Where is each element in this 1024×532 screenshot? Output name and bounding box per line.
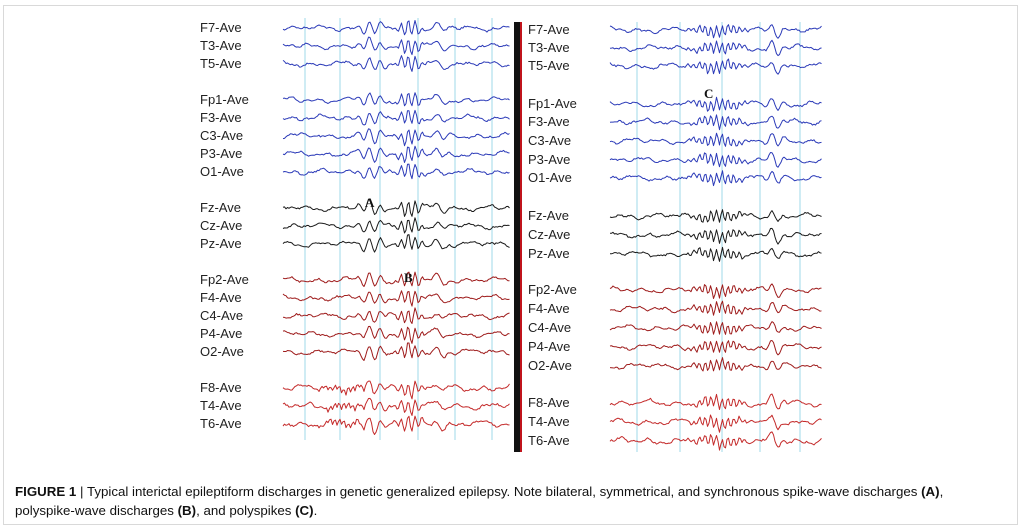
eeg-trace <box>609 227 822 245</box>
eeg-trace <box>609 357 822 372</box>
channel-label: F3-Ave <box>528 114 570 129</box>
channel-label: T5-Ave <box>528 58 570 73</box>
eeg-trace <box>609 340 822 356</box>
channel-label: O1-Ave <box>528 170 572 185</box>
eeg-trace <box>282 198 510 217</box>
caption-text-4: . <box>313 503 318 518</box>
channel-label: T5-Ave <box>200 56 242 71</box>
channel-label: P4-Ave <box>528 339 570 354</box>
channel-label: O2-Ave <box>200 344 244 359</box>
marker-c: C <box>704 86 713 101</box>
channel-label: Fz-Ave <box>200 200 241 215</box>
eeg-trace <box>609 132 822 147</box>
caption-label: FIGURE 1 <box>15 484 77 499</box>
eeg-trace <box>282 271 510 287</box>
eeg-trace <box>609 114 822 131</box>
eeg-trace <box>282 145 510 163</box>
marker-b: B <box>404 270 413 285</box>
channel-label: P3-Ave <box>528 152 570 167</box>
eeg-trace <box>282 325 510 344</box>
eeg-trace <box>282 163 510 180</box>
eeg-trace <box>282 290 510 307</box>
channel-label: Pz-Ave <box>200 236 242 251</box>
eeg-trace <box>282 20 510 36</box>
channel-label: C3-Ave <box>528 133 571 148</box>
figure-frame <box>3 5 1018 525</box>
eeg-trace <box>282 307 510 324</box>
panel-divider <box>514 22 520 452</box>
channel-label: P3-Ave <box>200 146 242 161</box>
eeg-trace <box>609 96 822 112</box>
eeg-trace <box>609 39 822 57</box>
eeg-trace <box>282 109 510 126</box>
marker-a: A <box>365 195 375 210</box>
channel-label: Fp1-Ave <box>200 92 249 107</box>
channel-label: Pz-Ave <box>528 246 570 261</box>
channel-label: F3-Ave <box>200 110 242 125</box>
eeg-trace <box>609 393 822 410</box>
eeg-trace <box>609 431 822 451</box>
channel-label: F4-Ave <box>528 301 570 316</box>
figure-caption: FIGURE 1 | Typical interictal epileptifo… <box>15 482 1005 520</box>
caption-ref-c: (C) <box>295 503 314 518</box>
channel-label: P4-Ave <box>200 326 242 341</box>
eeg-trace <box>282 397 510 416</box>
channel-label: F7-Ave <box>528 22 570 37</box>
channel-label: T6-Ave <box>528 433 570 448</box>
eeg-trace <box>609 58 822 75</box>
channel-label: Cz-Ave <box>528 227 570 242</box>
channel-label: F7-Ave <box>200 20 242 35</box>
channel-label: T4-Ave <box>200 398 242 413</box>
eeg-trace <box>609 209 822 223</box>
eeg-trace <box>609 24 822 39</box>
eeg-trace <box>282 92 510 107</box>
channel-label: O2-Ave <box>528 358 572 373</box>
channel-label: C4-Ave <box>200 308 243 323</box>
caption-text-1: Typical interictal epileptiform discharg… <box>86 484 922 499</box>
channel-label: O1-Ave <box>200 164 244 179</box>
eeg-figure: F7-Ave T3-Ave T5-Ave Fp1-Ave F3-Ave C3-Ave P3-… <box>200 18 822 452</box>
eeg-trace <box>609 300 822 316</box>
channel-label: Fz-Ave <box>528 208 569 223</box>
eeg-trace <box>609 414 822 433</box>
caption-text-3: , and polyspikes <box>196 503 296 518</box>
eeg-trace <box>282 36 510 56</box>
eeg-trace <box>282 415 510 435</box>
channel-label: C4-Ave <box>528 320 571 335</box>
caption-separator: | <box>76 484 87 499</box>
eeg-trace <box>609 283 822 299</box>
eeg-trace <box>609 170 822 187</box>
eeg-trace <box>282 128 510 147</box>
channel-label: Fp2-Ave <box>200 272 249 287</box>
eeg-trace <box>609 321 822 335</box>
panel-divider-accent <box>520 22 522 452</box>
channel-label: T3-Ave <box>528 40 570 55</box>
caption-text-2: , polyspike-wave discharges <box>15 484 944 518</box>
eeg-trace <box>609 152 822 168</box>
channel-label: F8-Ave <box>528 395 570 410</box>
channel-label: T3-Ave <box>200 38 242 53</box>
channel-label: Cz-Ave <box>200 218 242 233</box>
eeg-trace <box>282 55 510 72</box>
caption-ref-a: (A) <box>921 484 940 499</box>
channel-label: T6-Ave <box>200 416 242 431</box>
caption-ref-b: (B) <box>177 503 197 518</box>
channel-label: Fp2-Ave <box>528 282 577 297</box>
eeg-trace <box>282 380 510 400</box>
channel-label: Fp1-Ave <box>528 96 577 111</box>
channel-label: F4-Ave <box>200 290 242 305</box>
eeg-trace <box>282 342 510 361</box>
channel-label: T4-Ave <box>528 414 570 429</box>
channel-label: C3-Ave <box>200 128 243 143</box>
eeg-trace <box>282 234 510 253</box>
channel-label: F8-Ave <box>200 380 242 395</box>
eeg-trace <box>282 217 510 234</box>
eeg-trace <box>610 246 822 262</box>
